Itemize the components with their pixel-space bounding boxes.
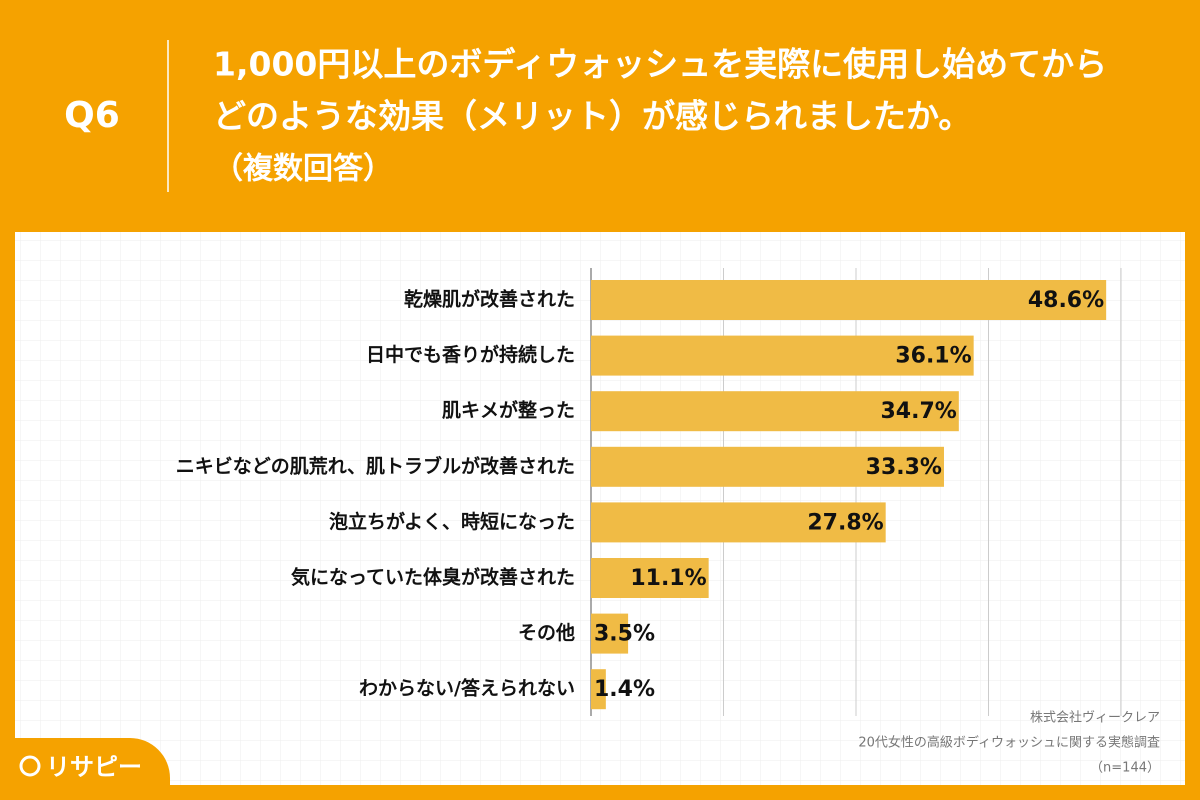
category-label: その他 — [518, 621, 575, 644]
value-label: 36.1% — [895, 344, 971, 369]
question-label: Q6 — [64, 95, 120, 136]
source: 20代女性の高級ボディウォッシュに関する実態調査 — [858, 735, 1160, 751]
bar — [591, 558, 709, 598]
category-label: 肌キメが整った — [442, 399, 575, 422]
category-label: 気になっていた体臭が改善された — [291, 566, 575, 589]
value-label: 33.3% — [866, 455, 942, 480]
source: （n=144） — [1090, 761, 1160, 776]
bar — [591, 446, 944, 487]
bar — [591, 613, 629, 654]
bar — [591, 335, 974, 376]
value-label: 1.4% — [594, 677, 655, 702]
logo-icon — [19, 755, 41, 777]
category-label: ニキビなどの肌荒れ、肌トラブルが改善された — [176, 454, 575, 477]
source: 株式会社ヴィークレア — [1030, 710, 1160, 726]
bar — [591, 391, 959, 432]
category-label: 泡立ちがよく、時短になった — [329, 510, 575, 533]
title-line: （複数回答） — [213, 152, 393, 187]
value-label: 11.1% — [630, 566, 706, 591]
category-label: わからない/答えられない — [359, 677, 575, 700]
value-label: 27.8% — [807, 510, 883, 535]
bar — [591, 280, 1107, 320]
value-label: 48.6% — [1028, 288, 1104, 313]
value-label: 34.7% — [880, 399, 956, 424]
category-label: 日中でも香りが持続した — [366, 343, 575, 366]
category-label: 乾燥肌が改善された — [404, 288, 575, 311]
title-line: どのような効果（メリット）が感じられましたか。 — [213, 97, 971, 136]
logo-tab — [0, 738, 170, 800]
bar — [591, 502, 886, 543]
bar — [591, 669, 606, 710]
value-label: 3.5% — [594, 622, 655, 647]
title-line: 1,000円以上のボディウォッシュを実際に使用し始めてから — [213, 45, 1107, 84]
logo: リサピー — [46, 753, 142, 781]
